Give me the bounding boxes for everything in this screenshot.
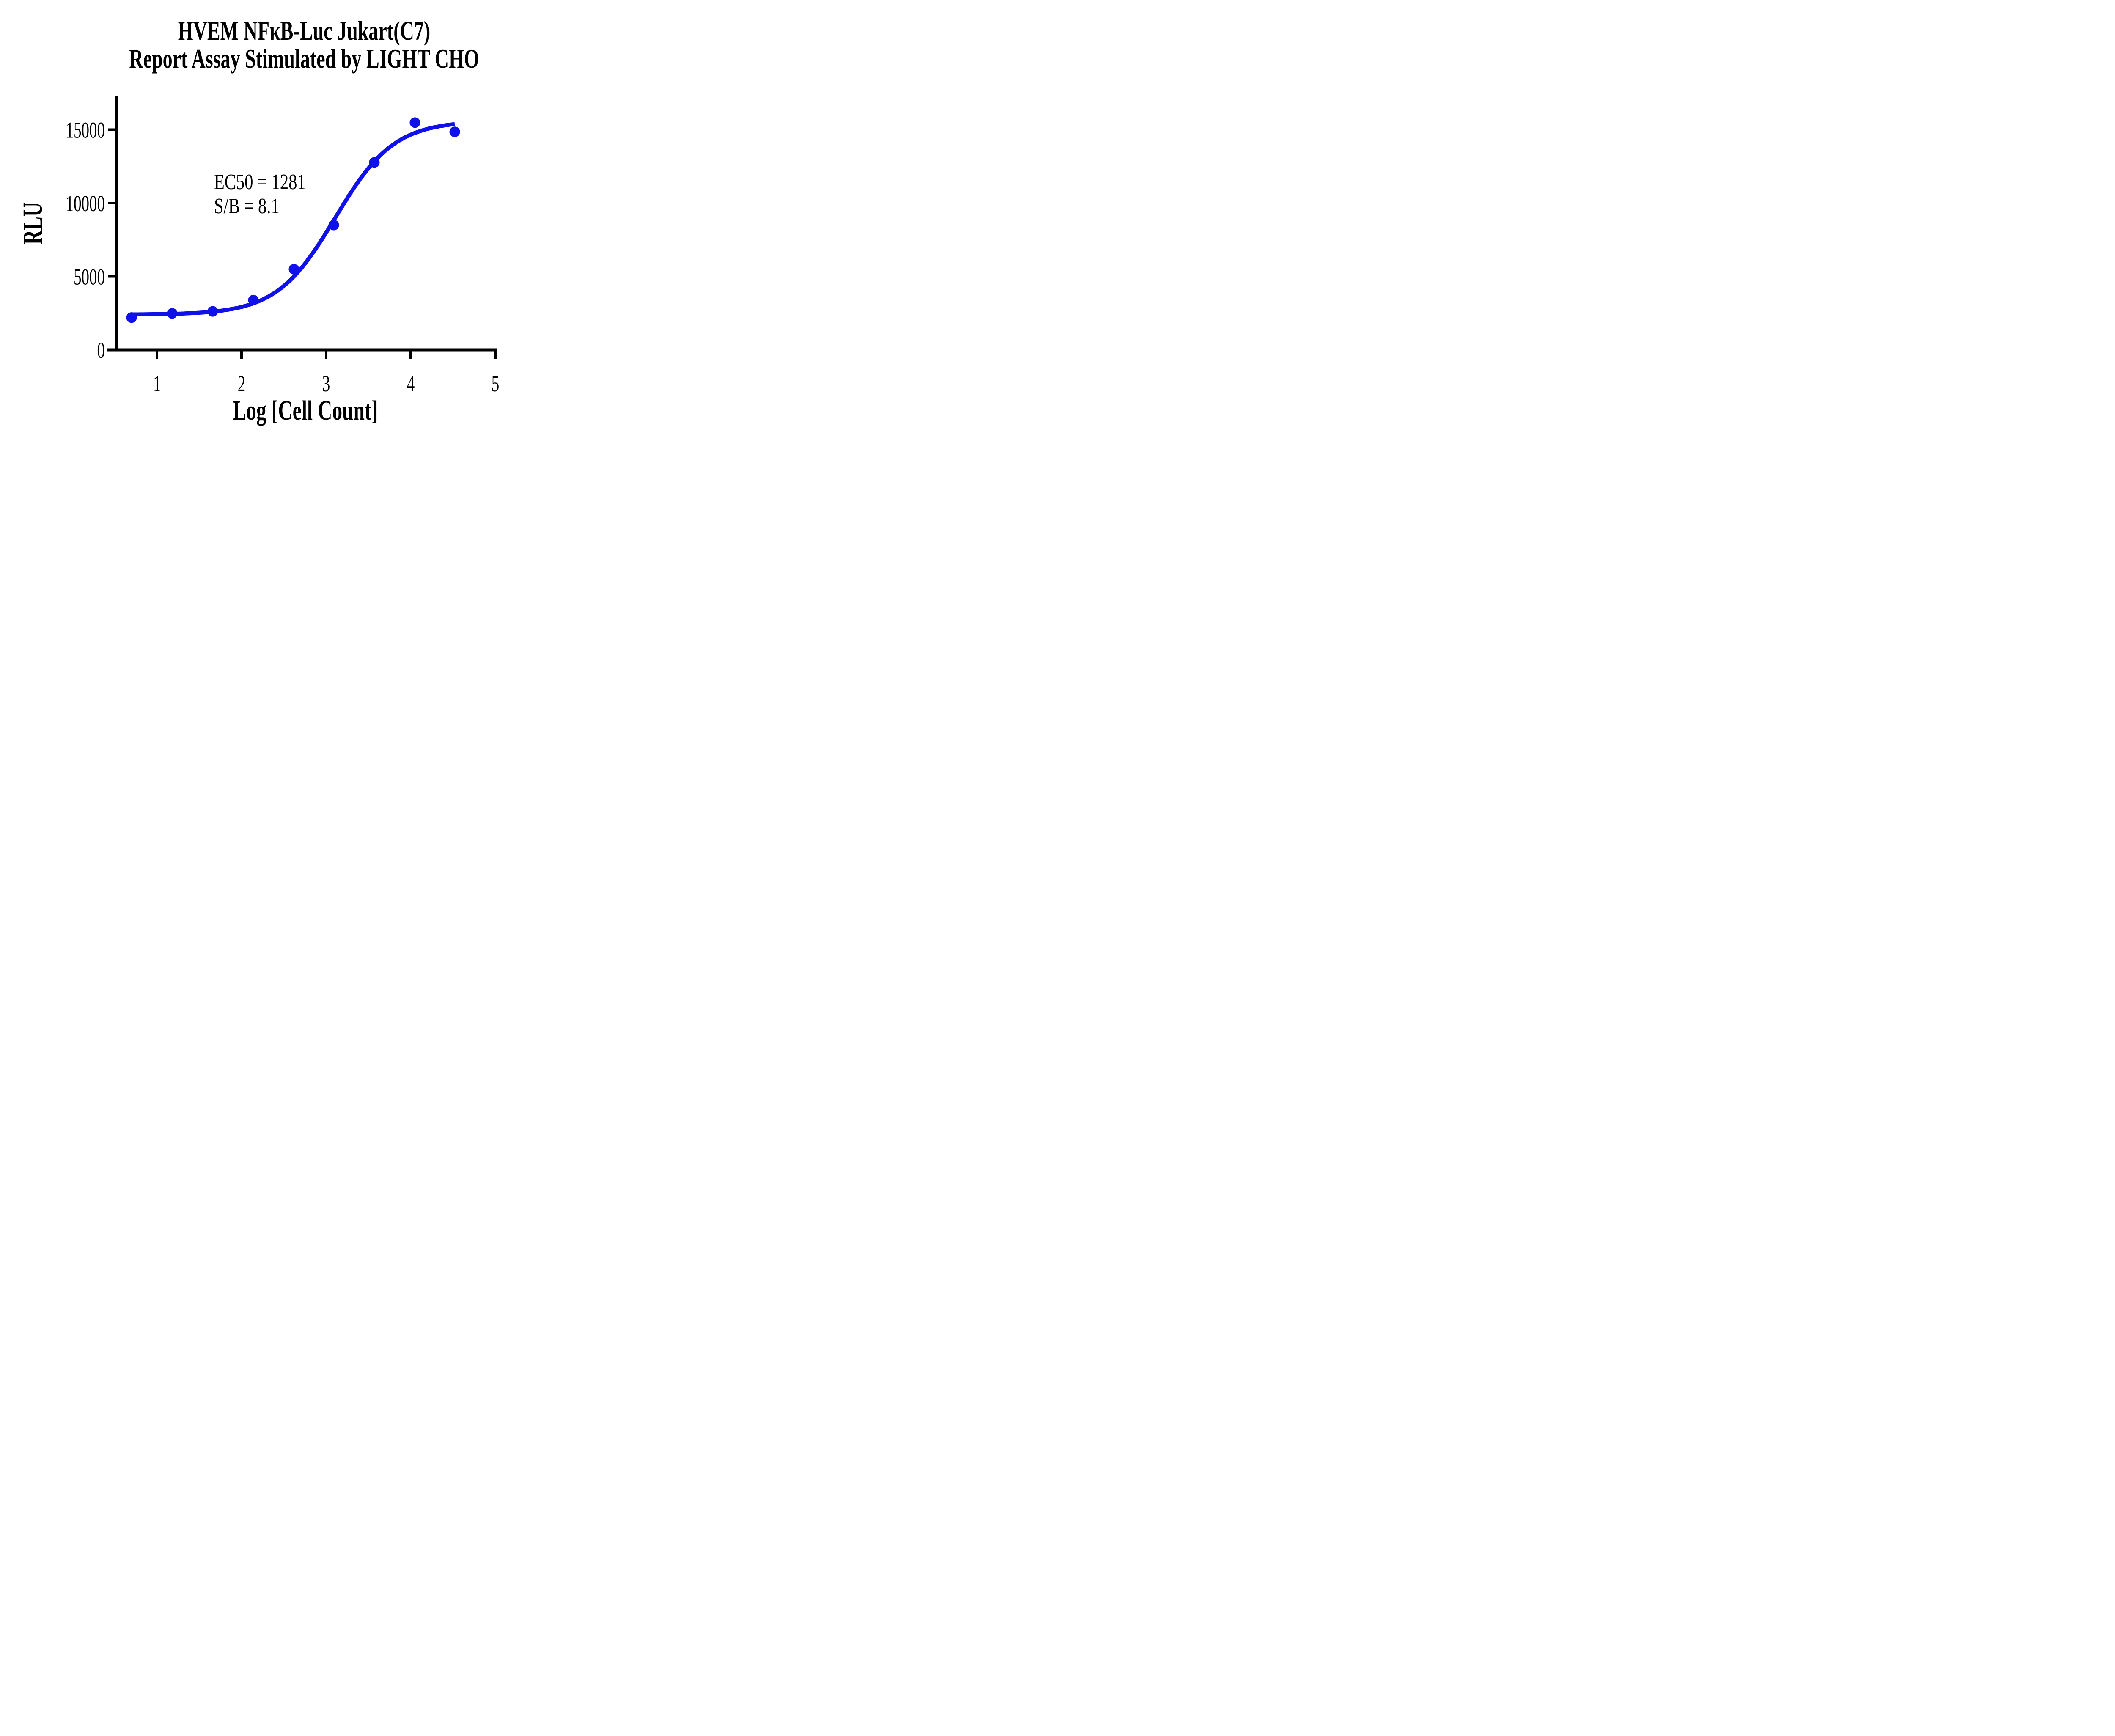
x-axis-label: Log [Cell Count]: [233, 395, 378, 426]
fit-annotation: EC50 = 1281 S/B = 8.1: [214, 170, 306, 218]
fit-curve: [131, 122, 455, 317]
data-point: [409, 117, 420, 128]
data-point: [167, 308, 178, 319]
data-point: [126, 312, 137, 323]
data-point: [328, 220, 339, 231]
ec50-annotation: EC50 = 1281: [214, 170, 306, 194]
chart-title-line1: HVEM NFκB-Luc Jukart(C7): [178, 16, 431, 46]
data-point: [449, 126, 460, 137]
x-tick-label: 5: [492, 371, 500, 396]
signal-to-background-annotation: S/B = 8.1: [214, 194, 280, 218]
data-point: [288, 264, 299, 275]
x-tick-label: 2: [238, 371, 246, 396]
data-point: [369, 157, 380, 168]
y-tick-label: 15000: [66, 118, 105, 143]
y-tick-label: 10000: [66, 191, 105, 216]
chart-title: HVEM NFκB-Luc Jukart(C7) Report Assay St…: [129, 17, 479, 73]
y-tick-label: 0: [97, 338, 105, 363]
chart-title-line2: Report Assay Stimulated by LIGHT CHO: [129, 44, 479, 74]
x-tick-label: 3: [322, 371, 330, 396]
chart-figure: HVEM NFκB-Luc Jukart(C7) Report Assay St…: [0, 0, 550, 434]
data-point: [248, 294, 259, 305]
x-tick-label: 4: [407, 371, 415, 396]
y-tick-label: 5000: [74, 264, 105, 290]
data-point: [207, 306, 218, 317]
x-tick-label: 1: [153, 371, 161, 396]
plot-area: 0 5000 10000 15000 1 2 3 4 5: [66, 96, 500, 396]
